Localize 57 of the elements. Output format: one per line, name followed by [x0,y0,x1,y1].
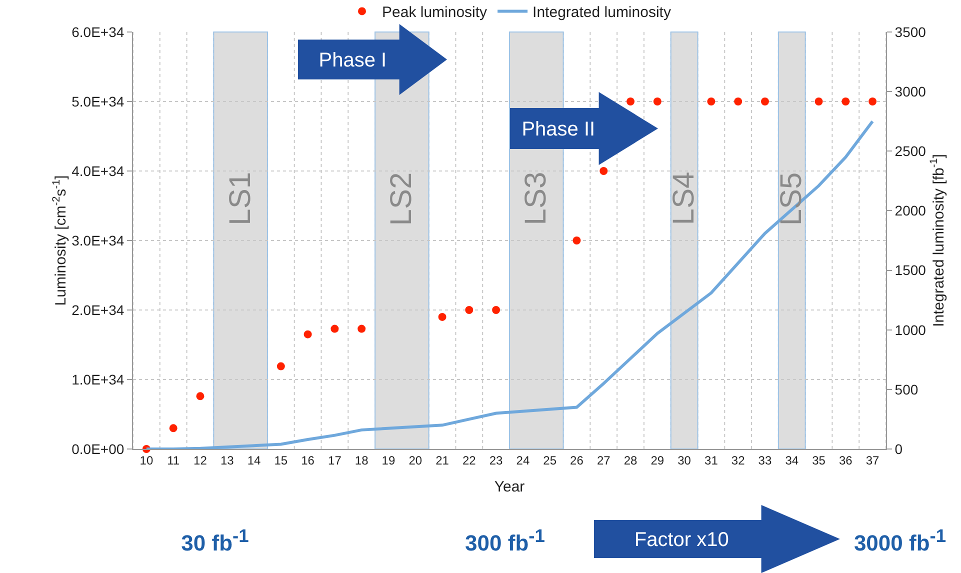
y2-tick-label: 1500 [894,262,926,278]
x-tick-label: 15 [274,453,288,468]
text: Factor x10 [634,529,729,551]
x-tick-label: 36 [838,453,853,468]
x-tick-label: 16 [301,453,315,468]
band-label: LS5 [775,172,808,226]
x-tick-label: 17 [328,453,342,468]
y2-tick-label: 500 [894,381,918,398]
x-tick-label: 24 [516,453,530,468]
annotation: Phase II [522,118,596,140]
x-tick-label: 14 [247,453,262,468]
text: 300 fb$^{-1}$ [465,525,545,556]
x-tick-label: 10 [140,453,154,468]
x-tick-label: 27 [596,453,611,468]
x-tick-label: 29 [650,453,664,468]
y2-tick-label: 2000 [894,202,926,219]
y-tick-label: 3.0E+34 [72,232,124,248]
x-tick-label: 37 [866,453,880,468]
x-tick-label: 12 [194,453,208,468]
x-tick-label: 33 [758,453,772,468]
x-tick-label: 19 [382,453,396,468]
y-tick-label: 2.0E+34 [72,302,124,318]
legend-label: Integrated luminosity [532,4,672,22]
y-tick-label: 5.0E+34 [72,93,124,110]
text: 30 fb$^{-1}$ [181,525,249,556]
x-tick-label: 34 [785,453,799,468]
y-tick-label: 0.0E+00 [72,440,124,457]
band-label: LS2 [385,172,418,226]
y2-tick-label: 0 [894,440,903,457]
text: 3000 fb$^{-1}$ [854,525,946,556]
x-tick-label: 26 [570,453,584,468]
x-tick-label: 25 [543,453,557,468]
y-tick-label: 1.0E+34 [72,371,124,388]
x-tick-label: 20 [408,453,422,468]
x-tick-label: 13 [220,453,234,468]
y-tick-label: 6.0E+34 [72,24,124,40]
band-label: LS4 [668,172,700,226]
x-tick-label: 31 [704,453,718,468]
band-label: LS1 [224,172,257,226]
y2-tick-label: 3000 [894,83,926,100]
y2-tick-label: 3500 [894,24,926,40]
x-tick-label: 23 [489,453,504,468]
x-tick-label: 30 [678,453,692,468]
y-tick-label: 4.0E+34 [72,162,124,179]
x-tick-label: 35 [812,453,826,468]
x-tick-label: 22 [462,453,476,468]
y2-tick-label: 2500 [894,143,926,160]
y2-tick-label: 1000 [894,322,926,338]
x-tick-label: 28 [624,453,638,468]
x-tick-label: 11 [167,453,180,468]
annotation: Phase I [318,50,387,72]
x-tick-label: 18 [354,453,369,468]
legend-label: Peak luminosity [382,4,488,22]
band-label: LS3 [520,172,553,226]
x-tick-label: 32 [731,453,746,468]
x-axis-title: Year [494,478,525,496]
x-tick-label: 21 [436,453,450,468]
